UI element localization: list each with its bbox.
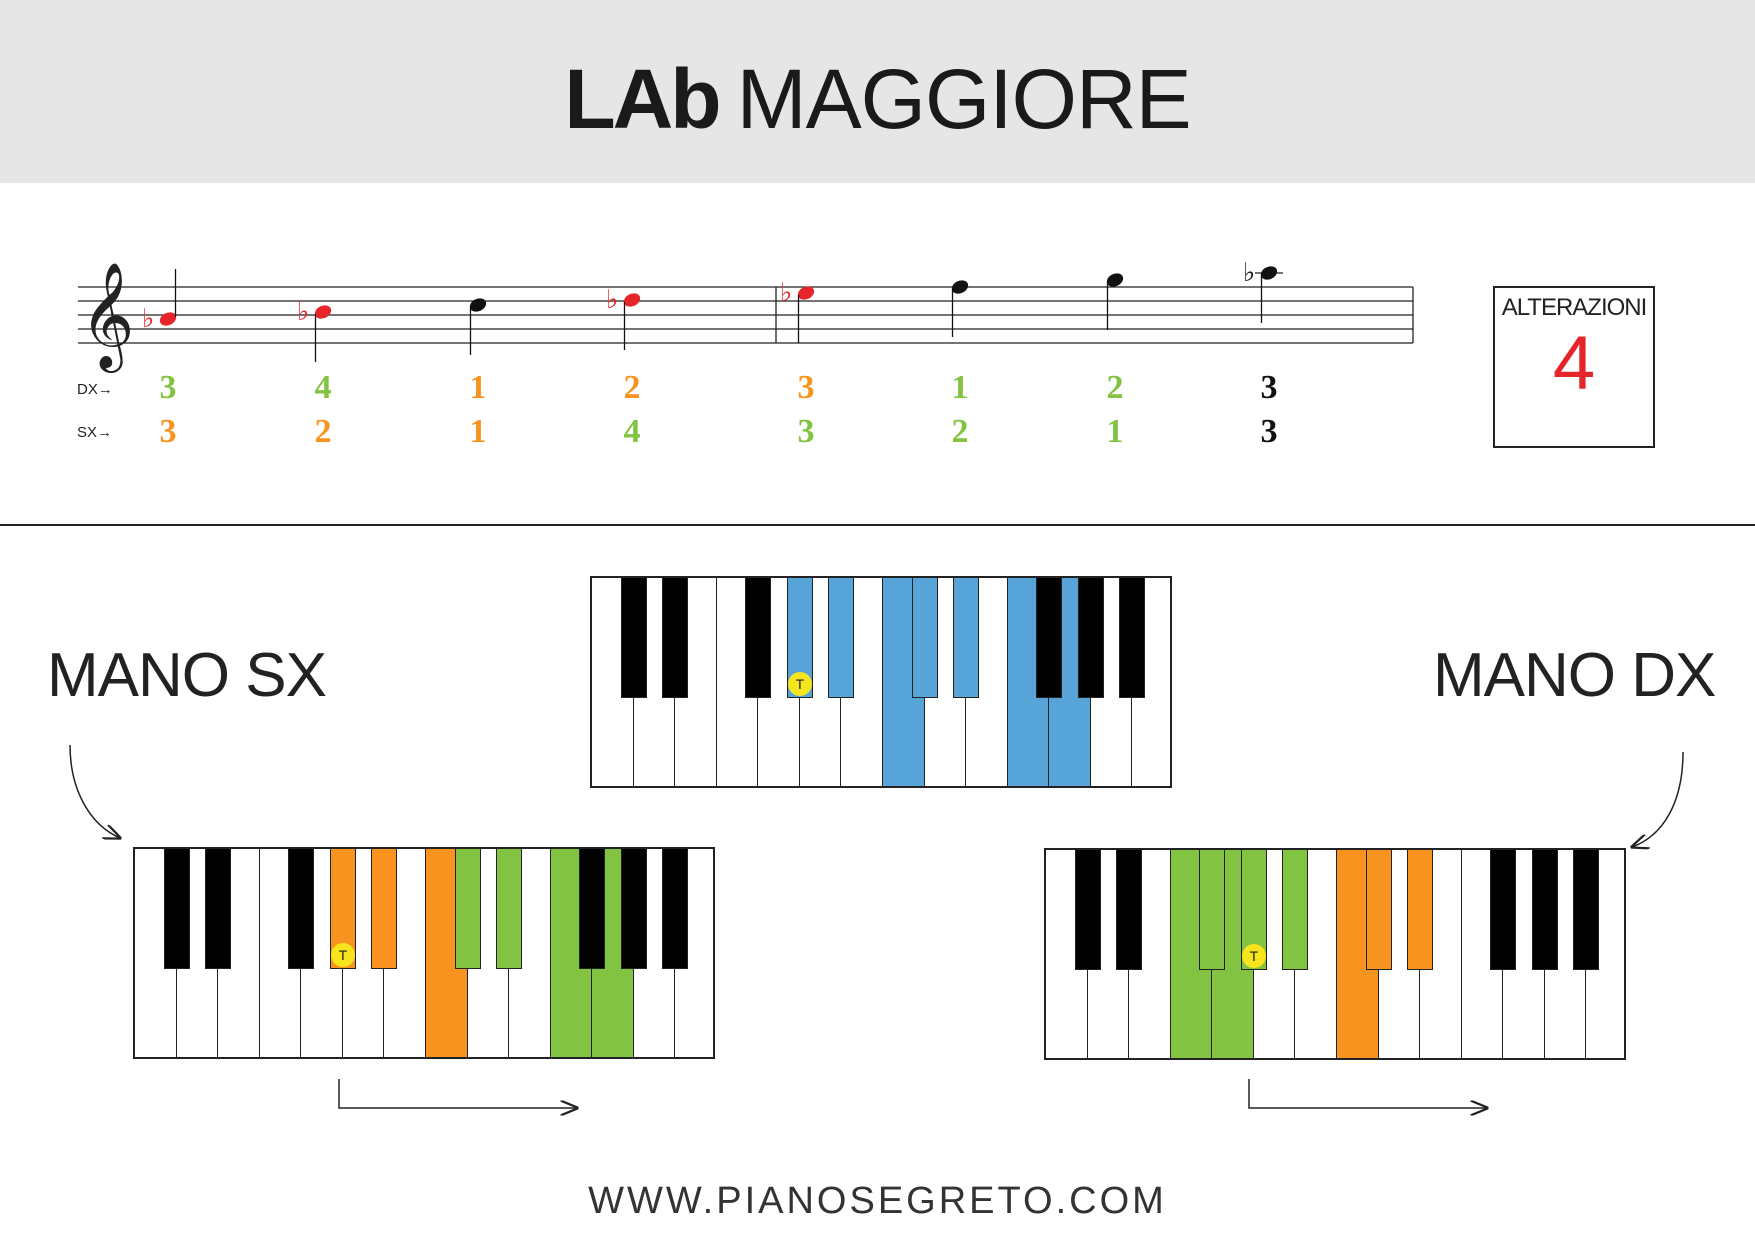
staff-note-4: ♭ [606, 285, 641, 350]
right-black-key-8[interactable] [1490, 850, 1517, 970]
staff-note-2: ♭ [297, 297, 332, 362]
left-black-key-9[interactable] [620, 849, 647, 969]
scale-black-key-9[interactable] [1077, 578, 1104, 698]
title-note: LAb [564, 51, 721, 146]
staff-note-6 [951, 280, 969, 337]
scale-tonic-marker: T [787, 672, 812, 696]
staff-notes: ♭ ♭ ♭ ♭ ♭ [142, 258, 1283, 362]
scale-black-key-2[interactable] [662, 578, 689, 698]
dx-finger-2: 4 [314, 369, 332, 406]
right-black-key-7[interactable] [1407, 850, 1434, 970]
right-black-key-5[interactable] [1282, 850, 1309, 970]
staff-note-1: ♭ [142, 269, 177, 334]
right-black-key-6[interactable] [1365, 850, 1392, 970]
left-tonic-marker: T [330, 943, 355, 967]
sx-finger-2: 2 [314, 413, 332, 450]
staff-note-3 [469, 298, 487, 355]
dx-label: DX→ [77, 381, 113, 398]
right-black-key-10[interactable] [1573, 850, 1600, 970]
dx-finger-7: 2 [1106, 369, 1124, 406]
sx-finger-3: 1 [469, 413, 487, 450]
scale-black-key-8[interactable] [1036, 578, 1063, 698]
left-black-key-7[interactable] [496, 849, 523, 969]
staff-note-7 [1106, 273, 1124, 330]
left-hand-label: MANO SX [47, 641, 327, 710]
sx-label: SX→ [77, 424, 113, 441]
flat-icon: ♭ [780, 278, 792, 308]
staff-note-5: ♭ [780, 278, 815, 343]
sx-finger-6: 2 [951, 413, 969, 450]
right-black-key-3[interactable] [1199, 850, 1226, 970]
alterations-count: 4 [1552, 321, 1596, 406]
title-mode: MAGGIORE [736, 51, 1192, 146]
left-hand-keyboard: T [133, 847, 715, 1059]
dx-finger-4: 2 [623, 369, 641, 406]
right-hand-label: MANO DX [1433, 641, 1716, 710]
scale-black-key-1[interactable] [620, 578, 647, 698]
page-title: LAb MAGGIORE [564, 57, 1191, 141]
left-black-key-8[interactable] [579, 849, 606, 969]
flat-icon: ♭ [1243, 258, 1255, 288]
dx-finger-3: 1 [469, 369, 487, 406]
sx-finger-4: 4 [623, 413, 641, 450]
scale-keyboard: T [590, 576, 1172, 788]
staff-lines [78, 286, 1414, 344]
site-url: WWW.PIANOSEGRETO.COM [588, 1180, 1167, 1222]
left-black-key-6[interactable] [454, 849, 481, 969]
staff-note-8: ♭ [1243, 258, 1283, 323]
left-black-key-5[interactable] [371, 849, 398, 969]
dx-finger-5: 3 [797, 369, 815, 406]
left-black-key-10[interactable] [662, 849, 689, 969]
left-direction-arrow-icon [338, 1079, 577, 1108]
scale-black-key-5[interactable] [828, 578, 855, 698]
sx-finger-5: 3 [797, 413, 815, 450]
scale-black-key-10[interactable] [1119, 578, 1146, 698]
scale-black-key-6[interactable] [911, 578, 938, 698]
music-staff: 𝄞 ♭ ♭ ♭ ♭ ♭ [78, 258, 1414, 373]
dx-finger-1: 3 [159, 369, 177, 406]
sx-finger-1: 3 [159, 413, 177, 450]
right-direction-arrow-icon [1248, 1079, 1487, 1108]
sx-finger-8: 3 [1260, 413, 1278, 450]
dx-finger-8: 3 [1260, 369, 1278, 406]
left-black-key-3[interactable] [288, 849, 315, 969]
flat-icon: ♭ [606, 285, 618, 315]
scale-black-key-3[interactable] [745, 578, 772, 698]
dx-finger-6: 1 [951, 369, 969, 406]
sx-finger-7: 1 [1106, 413, 1124, 450]
section-divider [0, 524, 1755, 526]
alterations-box: ALTERAZIONI 4 [1493, 286, 1655, 448]
left-black-key-2[interactable] [205, 849, 232, 969]
right-black-key-9[interactable] [1531, 850, 1558, 970]
left-black-key-1[interactable] [163, 849, 190, 969]
right-black-key-2[interactable] [1116, 850, 1143, 970]
right-curve-arrow-icon [1632, 751, 1684, 847]
scale-black-key-7[interactable] [953, 578, 980, 698]
left-curve-arrow-icon [69, 744, 120, 838]
right-black-key-1[interactable] [1074, 850, 1101, 970]
right-tonic-marker: T [1241, 944, 1266, 968]
flat-icon: ♭ [142, 304, 154, 334]
right-hand-keyboard: T [1044, 848, 1626, 1060]
alterations-label: ALTERAZIONI [1501, 294, 1648, 321]
treble-clef-icon: 𝄞 [80, 261, 134, 373]
flat-icon: ♭ [297, 297, 309, 327]
title-banner: LAb MAGGIORE [0, 0, 1755, 183]
